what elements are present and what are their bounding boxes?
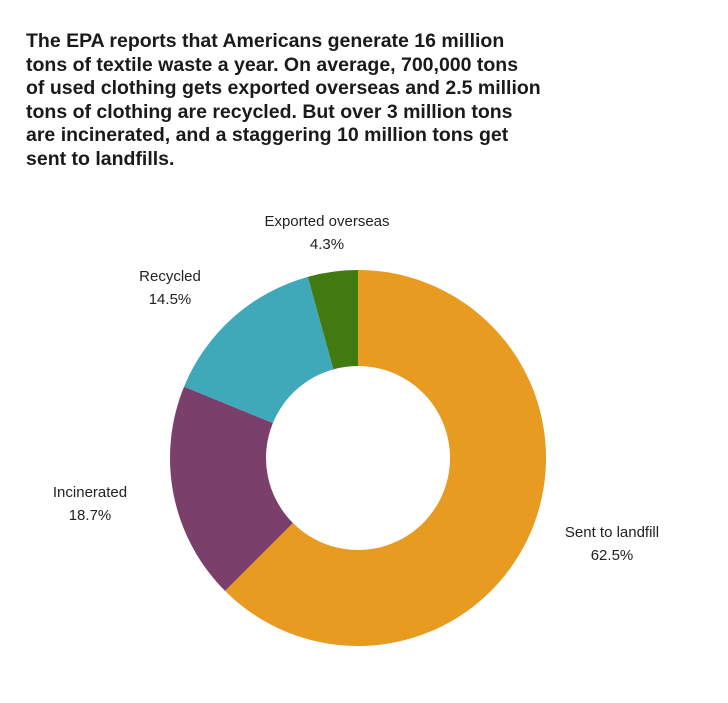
headline-line: are incinerated, and a staggering 10 mil… <box>26 124 509 147</box>
slice-label-name: Sent to landfill <box>565 524 659 541</box>
headline-line: tons of clothing are recycled. But over … <box>26 100 513 123</box>
slice-label-percent: 14.5% <box>149 291 192 308</box>
slice-sent-to-landfill <box>225 270 547 646</box>
donut-slices <box>169 270 547 646</box>
headline-line: tons of textile waste a year. On average… <box>26 53 519 76</box>
slice-recycled <box>184 276 334 424</box>
headline: The EPA reports that Americans generate … <box>26 30 626 172</box>
slice-exported-overseas <box>307 270 358 370</box>
headline-line: The EPA reports that Americans generate … <box>26 30 505 52</box>
slice-label-name: Exported overseas <box>264 213 389 230</box>
slice-label-name: Recycled <box>139 268 201 285</box>
slice-label-percent: 4.3% <box>310 236 344 253</box>
slice-incinerated <box>169 386 293 591</box>
headline-line: of used clothing gets exported overseas … <box>26 77 541 100</box>
headline-line: sent to landfills. <box>26 147 175 170</box>
slice-label-name: Incinerated <box>53 484 127 501</box>
slice-label-percent: 62.5% <box>591 547 634 564</box>
slice-labels: Sent to landfill 62.5% Incinerated 18.7% Rec… <box>53 213 659 564</box>
slice-label-percent: 18.7% <box>69 507 112 524</box>
